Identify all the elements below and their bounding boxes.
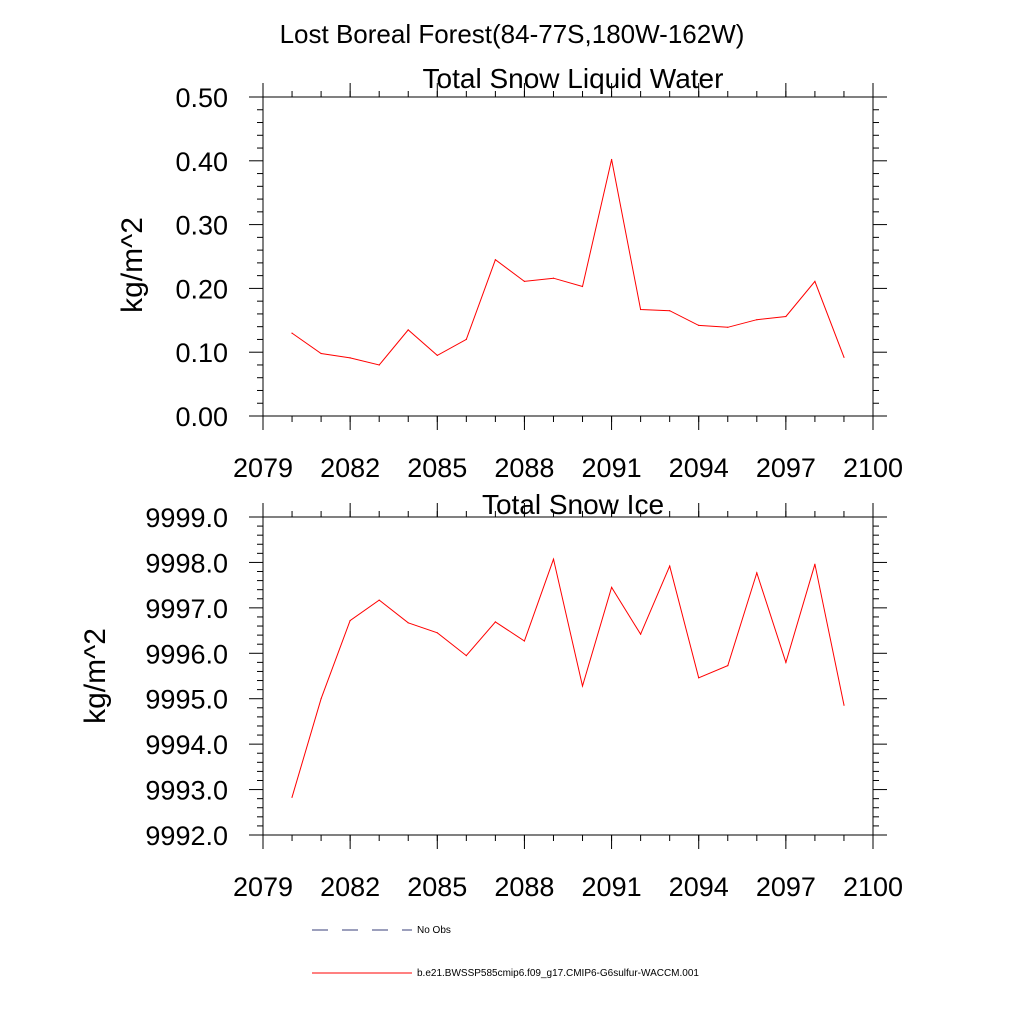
data-point bbox=[611, 586, 613, 589]
chart-title: Total Snow Ice bbox=[482, 489, 664, 520]
x-tick-label: 2088 bbox=[494, 453, 554, 483]
x-tick-label: 2097 bbox=[756, 872, 816, 902]
data-point bbox=[378, 599, 380, 601]
x-tick-label: 2100 bbox=[843, 872, 903, 902]
y-axis-label: kg/m^2 bbox=[79, 628, 112, 724]
data-point bbox=[581, 685, 584, 687]
data-point bbox=[640, 308, 642, 311]
x-tick-label: 2082 bbox=[320, 453, 380, 483]
y-tick-label: 0.10 bbox=[175, 338, 228, 368]
x-tick-label: 2088 bbox=[494, 872, 554, 902]
y-tick-label: 9994.0 bbox=[145, 730, 228, 760]
data-point bbox=[465, 655, 467, 657]
data-point bbox=[727, 326, 729, 328]
legend: No Obs b.e21.BWSSP585cmip6.f09_g17.CMIP6… bbox=[312, 925, 699, 979]
y-tick-label: 9992.0 bbox=[145, 821, 228, 851]
x-tick-label: 2094 bbox=[669, 872, 729, 902]
y-tick-label: 0.40 bbox=[175, 147, 228, 177]
data-point bbox=[814, 563, 816, 565]
y-tick-label: 9997.0 bbox=[145, 594, 228, 624]
data-point bbox=[523, 640, 526, 642]
data-point bbox=[407, 329, 409, 331]
data-point bbox=[291, 796, 293, 798]
data-point bbox=[727, 665, 729, 667]
x-tick-label: 2097 bbox=[756, 453, 816, 483]
data-point bbox=[698, 324, 700, 326]
data-point bbox=[785, 315, 787, 318]
chart-panel-snow-liquid-water: Total Snow Liquid Water kg/m^2 2079 2082 208… bbox=[116, 63, 903, 483]
x-tick-label: 2085 bbox=[407, 453, 467, 483]
data-point bbox=[349, 620, 351, 622]
figure-suptitle: Lost Boreal Forest(84-77S,180W-162W) bbox=[280, 19, 745, 49]
x-tick-label: 2085 bbox=[407, 872, 467, 902]
plot-frame bbox=[262, 96, 874, 417]
y-tick-label: 9996.0 bbox=[145, 639, 228, 669]
data-point bbox=[465, 338, 467, 340]
data-point bbox=[640, 633, 642, 635]
data-point bbox=[785, 661, 787, 664]
data-point bbox=[552, 558, 555, 560]
legend-label-no-obs: No Obs bbox=[417, 925, 451, 936]
data-point bbox=[581, 285, 584, 288]
x-tick-label: 2082 bbox=[320, 872, 380, 902]
data-point bbox=[843, 704, 845, 706]
data-point bbox=[291, 332, 293, 334]
data-point bbox=[698, 677, 700, 679]
data-point bbox=[756, 319, 758, 321]
series-line-0 bbox=[291, 159, 845, 366]
y-tick-label: 0.30 bbox=[175, 211, 228, 241]
y-axis-label: kg/m^2 bbox=[116, 217, 149, 313]
data-point bbox=[320, 352, 322, 355]
data-point bbox=[494, 621, 496, 623]
chart-panel-snow-ice: Total Snow Ice kg/m^2 2079 2082 2085 2088 2091… bbox=[79, 489, 903, 902]
x-tick-label: 2100 bbox=[843, 453, 903, 483]
data-point bbox=[436, 354, 438, 356]
y-tick-label: 9998.0 bbox=[145, 548, 228, 578]
data-point bbox=[436, 632, 438, 634]
series-line-0 bbox=[291, 557, 845, 798]
chart-title: Total Snow Liquid Water bbox=[423, 63, 724, 94]
data-point bbox=[378, 364, 380, 366]
x-tick-label: 2079 bbox=[233, 872, 293, 902]
data-point bbox=[843, 356, 845, 358]
data-point bbox=[611, 158, 613, 161]
y-tick-label: 0.00 bbox=[175, 402, 228, 432]
data-point bbox=[814, 280, 816, 282]
data-point bbox=[669, 310, 671, 312]
x-tick-label: 2079 bbox=[233, 453, 293, 483]
y-tick-label: 9999.0 bbox=[145, 503, 228, 533]
x-tick-label: 2094 bbox=[669, 453, 729, 483]
y-tick-label: 0.20 bbox=[175, 274, 228, 304]
data-point bbox=[669, 565, 671, 567]
y-tick-label: 0.50 bbox=[175, 83, 228, 113]
y-tick-label: 9993.0 bbox=[145, 776, 228, 806]
y-tick-label: 9995.0 bbox=[145, 685, 228, 715]
x-tick-label: 2091 bbox=[582, 872, 642, 902]
legend-label-model-run: b.e21.BWSSP585cmip6.f09_g17.CMIP6-G6sulf… bbox=[417, 968, 699, 979]
data-point bbox=[552, 277, 555, 279]
data-point bbox=[407, 622, 409, 624]
data-point bbox=[756, 572, 758, 574]
plot-frame bbox=[262, 516, 874, 836]
data-point bbox=[494, 259, 496, 261]
data-point bbox=[320, 698, 322, 700]
data-point bbox=[349, 357, 351, 359]
data-point bbox=[523, 280, 526, 282]
x-tick-label: 2091 bbox=[582, 453, 642, 483]
